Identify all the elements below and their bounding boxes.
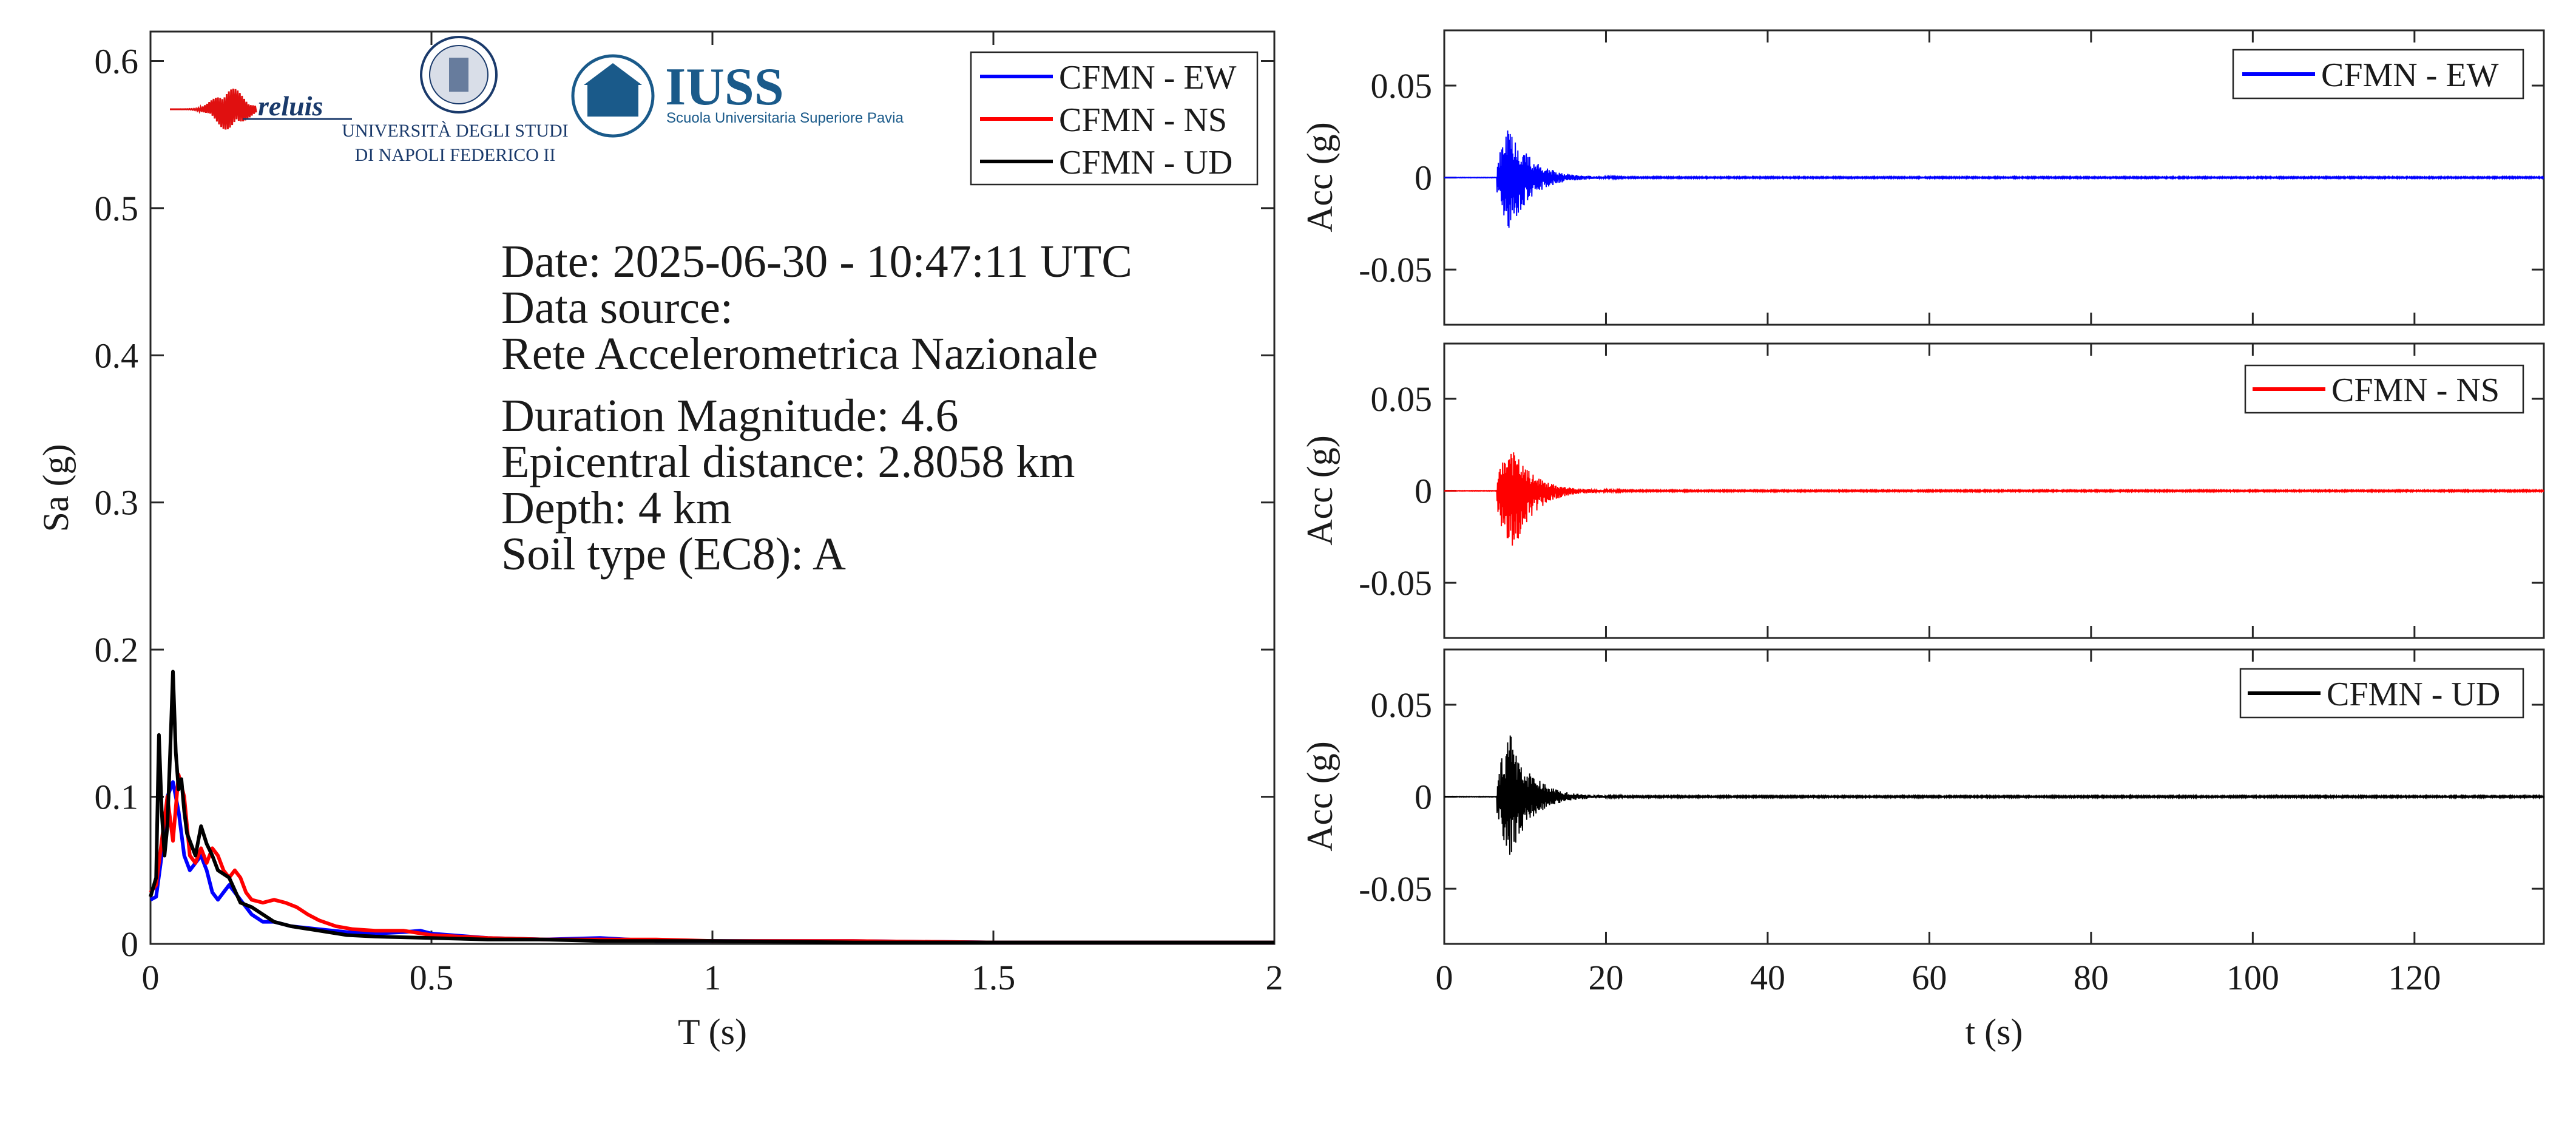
acc-ns-legend: CFMN - NS: [2244, 364, 2524, 414]
acc-ew-legend-label: CFMN - EW: [2321, 56, 2499, 94]
acc-ew-ylabel: Acc (g): [1300, 122, 1340, 232]
spectrum-ytick-label: 0.4: [95, 336, 139, 375]
acc-ew-trace: [1444, 130, 2544, 228]
spectrum-panel: 0 0.5 1 1.5 2 0 0.1 0.2 0.3 0.4 0.5 0.6 T (s) Sa (g…: [36, 30, 1283, 1052]
spectrum-legend: CFMN - EW CFMN - NS CFMN - UD: [970, 51, 1259, 186]
acc-xlabel: t (s): [1966, 1012, 2023, 1052]
spectrum-ylabel: Sa (g): [36, 444, 76, 532]
spectrum-series-ud: [149, 670, 1274, 945]
iuss-logo-title: IUSS: [665, 58, 784, 117]
spectrum-xtick-label: 1: [704, 958, 722, 997]
acc-ytick-label: -0.05: [1359, 869, 1432, 909]
acc-xtick-label: 100: [2226, 958, 2279, 997]
spectrum-xlabel: T (s): [678, 1012, 747, 1052]
acc-ytick-label: 0.05: [1371, 66, 1433, 106]
legend-label-ew: CFMN - EW: [1059, 59, 1237, 97]
acc-series-ew: [1444, 130, 2544, 228]
info-source: Rete Accelerometrica Nazionale: [501, 328, 1098, 379]
acc-ns-trace: [1444, 452, 2544, 546]
acc-ud-ticks: 0 20 40 60 80 100 120 -0.05 0 0.05: [1359, 649, 2544, 997]
iuss-logo-subtitle: Scuola Universitaria Superiore Pavia: [666, 110, 904, 126]
info-depth: Depth: 4 km: [501, 483, 732, 534]
unina-seal-figure: [449, 58, 468, 92]
spectrum-xtick-label: 1.5: [972, 958, 1016, 997]
spectrum-xtick-label: 2: [1266, 958, 1283, 997]
acc-series-ns: [1444, 452, 2544, 546]
info-source-label: Data source:: [501, 282, 733, 333]
legend-label-ud: CFMN - UD: [1059, 144, 1232, 181]
spectrum-ytick-label: 0.1: [95, 778, 139, 817]
info-soil: Soil type (EC8): A: [501, 529, 846, 580]
spectrum-xtick-label: 0: [142, 958, 160, 997]
acc-ud-trace: [1444, 735, 2544, 855]
unina-logo-line2: DI NAPOLI FEDERICO II: [355, 145, 556, 165]
spectrum-ticks: 0 0.5 1 1.5 2 0 0.1 0.2 0.3 0.4 0.5 0.6: [95, 32, 1283, 997]
reluis-wave-path: [170, 89, 257, 130]
acc-ytick-label: 0: [1415, 158, 1432, 198]
acc-ytick-label: 0: [1415, 472, 1432, 511]
accelerogram-ns-panel: -0.05 0 0.05 Acc (g) CFMN - NS: [1300, 342, 2545, 639]
spectrum-ytick-label: 0: [121, 924, 138, 964]
acc-ns-ylabel: Acc (g): [1300, 435, 1340, 546]
acc-xtick-label: 20: [1588, 958, 1623, 997]
acc-ytick-label: 0.05: [1371, 685, 1433, 725]
spectrum-ytick-label: 0.3: [95, 483, 139, 523]
spectrum-xtick-label: 0.5: [410, 958, 454, 997]
acc-xtick-label: 40: [1750, 958, 1785, 997]
spectrum-ytick-label: 0.6: [95, 41, 139, 81]
acc-ytick-label: 0.05: [1371, 379, 1433, 419]
unina-logo: UNIVERSITÀ DEGLI STUDI DI NAPOLI FEDERIC…: [342, 36, 569, 165]
spectrum-lines: [149, 670, 1274, 945]
acc-xtick-label: 0: [1436, 958, 1453, 997]
acc-ytick-label: -0.05: [1359, 250, 1432, 290]
iuss-emblem-roof: [584, 63, 642, 85]
acc-xtick-label: 120: [2388, 958, 2441, 997]
acc-series-ud: [1444, 735, 2544, 855]
iuss-emblem-building: [587, 85, 638, 117]
iuss-logo: IUSS Scuola Universitaria Superiore Pavi…: [571, 54, 904, 138]
reluis-logo-text: reluis: [258, 90, 323, 121]
event-info: Date: 2025-06-30 - 10:47:11 UTC Data sou…: [501, 236, 1132, 580]
acc-ns-legend-label: CFMN - NS: [2331, 371, 2500, 409]
legend-label-ns: CFMN - NS: [1059, 101, 1227, 139]
reluis-logo: reluis: [170, 89, 352, 130]
acc-xtick-label: 80: [2074, 958, 2109, 997]
spectrum-ytick-label: 0.5: [95, 189, 139, 228]
accelerogram-ew-panel: -0.05 0 0.05 Acc (g) CFMN - EW: [1300, 29, 2545, 326]
acc-ytick-label: 0: [1415, 778, 1432, 817]
acc-ew-ticks: -0.05 0 0.05: [1359, 30, 2544, 325]
spectrum-ytick-label: 0.2: [95, 630, 139, 670]
acc-ud-legend-label: CFMN - UD: [2327, 676, 2500, 713]
unina-logo-line1: UNIVERSITÀ DEGLI STUDI: [342, 121, 568, 141]
info-magnitude: Duration Magnitude: 4.6: [501, 390, 959, 441]
info-distance: Epicentral distance: 2.8058 km: [501, 436, 1075, 487]
reluis-wave-icon: [170, 89, 257, 130]
acc-ew-legend: CFMN - EW: [2232, 49, 2524, 100]
acc-ns-ticks: -0.05 0 0.05: [1359, 344, 2544, 638]
acc-ud-legend: CFMN - UD: [2239, 668, 2524, 719]
acc-ytick-label: -0.05: [1359, 563, 1432, 603]
acc-ud-ylabel: Acc (g): [1300, 741, 1340, 852]
acc-xtick-label: 60: [1912, 958, 1947, 997]
info-date: Date: 2025-06-30 - 10:47:11 UTC: [501, 236, 1132, 287]
